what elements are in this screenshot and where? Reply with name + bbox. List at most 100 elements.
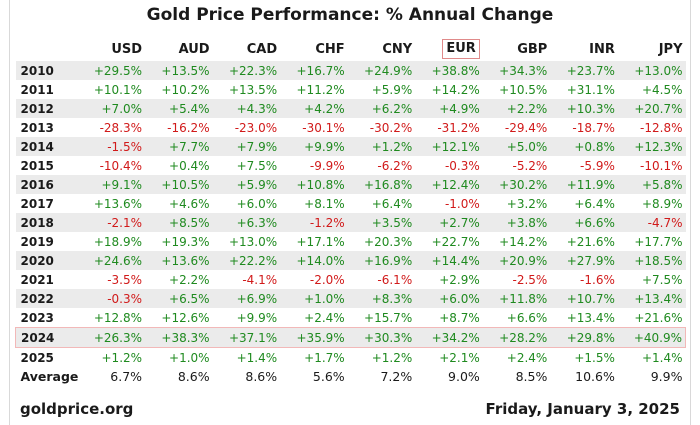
value-cell-usd: -0.3% [77, 289, 146, 308]
value-cell-usd: -2.1% [77, 213, 146, 232]
value-cell-cad: +22.2% [212, 251, 281, 270]
source-label: goldprice.org [20, 400, 134, 418]
date-label: Friday, January 3, 2025 [485, 400, 680, 418]
year-cell: 2011 [20, 82, 54, 97]
value-cell-gbp: +11.8% [482, 289, 551, 308]
value-cell-inr: +0.8% [550, 137, 618, 156]
value-cell-cny: +15.7% [364, 310, 413, 325]
value-cell-gbp: +3.8% [482, 213, 551, 232]
value-cell-usd: +29.5% [77, 61, 146, 80]
value-cell-jpy: +21.6% [634, 310, 683, 325]
column-header-jpy: JPY [658, 41, 683, 57]
value-cell-aud: +8.5% [145, 213, 213, 232]
average-cell-gbp: 8.5% [515, 369, 548, 384]
value-cell-inr: +27.9% [550, 251, 618, 270]
value-cell-cad: -23.0% [234, 120, 278, 135]
column-header-chf: CHF [315, 41, 345, 57]
value-cell-aud: +6.5% [145, 289, 213, 308]
value-cell-cny: +16.8% [347, 175, 416, 194]
value-cell-inr: +23.7% [550, 61, 618, 80]
value-cell-aud: +38.3% [145, 327, 213, 348]
year-cell: 2015 [20, 158, 54, 173]
value-cell-jpy: +17.7% [634, 234, 683, 249]
value-cell-cny: +30.3% [347, 327, 416, 348]
column-header-cad: CAD [246, 41, 278, 57]
table-row: 2020 +24.6% +13.6% +22.2% +14.0% +16.9% +14.4%… [15, 251, 686, 270]
value-cell-eur: +38.8% [415, 61, 483, 80]
header-row: USD AUD CAD CHF CNY EUR GBP INR JPY [16, 37, 686, 61]
value-cell-jpy: -12.8% [640, 120, 683, 135]
value-cell-eur: +2.7% [415, 213, 483, 232]
table-row: 2022 -0.3% +6.5% +6.9% +1.0% +8.3% +6.0% +11.8%… [15, 289, 686, 308]
table-row: 2016 +9.1% +10.5% +5.9% +10.8% +16.8% +12.4% +3… [15, 175, 686, 194]
chart-frame [9, 0, 691, 425]
value-cell-chf: +17.1% [296, 234, 345, 249]
value-cell-inr: +10.3% [550, 99, 618, 118]
value-cell-aud: +0.4% [169, 158, 210, 173]
average-cell-inr: 10.6% [575, 369, 615, 384]
table-footer: Average 6.7% 8.6% 8.6% 5.6% 7.2% 9.0% 8.5% 10.6%… [16, 367, 686, 386]
value-cell-aud: +12.6% [161, 310, 210, 325]
value-cell-gbp: +30.2% [482, 175, 551, 194]
value-cell-gbp: +6.6% [506, 310, 548, 325]
value-cell-chf: +10.8% [280, 175, 348, 194]
performance-table: USD AUD CAD CHF CNY EUR GBP INR JPY 2010 +29.5% +1… [15, 37, 686, 386]
year-cell: 2021 [20, 272, 54, 287]
value-cell-cad: +22.3% [212, 61, 281, 80]
year-cell: 2014 [15, 137, 78, 156]
value-cell-aud: +4.6% [169, 196, 210, 211]
average-cell-cny: 7.2% [380, 369, 413, 384]
value-cell-cad: +6.9% [212, 289, 281, 308]
value-cell-inr: +31.1% [566, 82, 615, 97]
value-cell-cad: +5.9% [212, 175, 281, 194]
value-cell-jpy: +8.9% [641, 196, 683, 211]
value-cell-jpy: +7.5% [641, 272, 683, 287]
value-cell-usd: +9.1% [77, 175, 146, 194]
value-cell-usd: -1.5% [77, 137, 146, 156]
value-cell-gbp: +5.0% [482, 137, 551, 156]
value-cell-cad: -4.1% [242, 272, 278, 287]
value-cell-jpy: -4.7% [617, 213, 686, 232]
table-row: 2017 +13.6% +4.6% +6.0% +8.1% +6.4% -1.0% +3.2%… [16, 194, 686, 213]
value-cell-chf: +4.2% [280, 99, 348, 118]
value-cell-jpy: -10.1% [640, 158, 683, 173]
value-cell-chf: -1.2% [280, 213, 348, 232]
value-cell-gbp: +34.3% [482, 61, 551, 80]
value-cell-chf: +1.7% [304, 350, 345, 365]
value-cell-cny: +1.2% [371, 350, 413, 365]
table-row: 2019 +18.9% +19.3% +13.0% +17.1% +20.3% +22.7%… [16, 232, 686, 251]
table-row: 2014 -1.5% +7.7% +7.9% +9.9% +1.2% +12.1% +5.0%… [15, 137, 686, 156]
value-cell-jpy: +40.9% [617, 327, 686, 348]
value-cell-aud: +7.7% [145, 137, 213, 156]
value-cell-cny: +24.9% [347, 61, 416, 80]
average-cell-chf: 5.6% [312, 369, 345, 384]
value-cell-chf: +8.1% [304, 196, 345, 211]
year-cell: 2020 [15, 251, 78, 270]
value-cell-cad: +7.5% [236, 158, 278, 173]
value-cell-aud: +13.6% [145, 251, 213, 270]
value-cell-eur: +4.9% [415, 99, 483, 118]
value-cell-eur: +8.7% [439, 310, 480, 325]
average-row: Average 6.7% 8.6% 8.6% 5.6% 7.2% 9.0% 8.5% 10.6%… [16, 367, 686, 386]
value-cell-eur: +12.4% [415, 175, 483, 194]
value-cell-gbp: +2.4% [506, 350, 548, 365]
value-cell-chf: +16.7% [280, 61, 348, 80]
value-cell-cny: -30.2% [369, 120, 413, 135]
column-header-inr: INR [589, 41, 615, 57]
value-cell-eur: -1.0% [444, 196, 480, 211]
value-cell-jpy: +13.4% [617, 289, 686, 308]
value-cell-aud: +19.3% [161, 234, 210, 249]
value-cell-eur: +2.1% [439, 350, 480, 365]
table-row: 2024 +26.3% +38.3% +37.1% +35.9% +30.3% +34.2%… [15, 327, 686, 348]
year-cell: 2023 [20, 310, 54, 325]
average-label: Average [20, 369, 79, 384]
value-cell-eur: +34.2% [415, 327, 483, 348]
value-cell-inr: +11.9% [550, 175, 618, 194]
table-row: 2015 -10.4% +0.4% +7.5% -9.9% -6.2% -0.3% -5.2%… [16, 156, 686, 175]
average-cell-cad: 8.6% [245, 369, 278, 384]
value-cell-eur: -31.2% [437, 120, 480, 135]
value-cell-jpy: +18.5% [617, 251, 686, 270]
value-cell-inr: -5.9% [580, 158, 615, 173]
value-cell-aud: +10.2% [161, 82, 210, 97]
table-row: 2025 +1.2% +1.0% +1.4% +1.7% +1.2% +2.1% +2.4% +… [16, 348, 686, 368]
